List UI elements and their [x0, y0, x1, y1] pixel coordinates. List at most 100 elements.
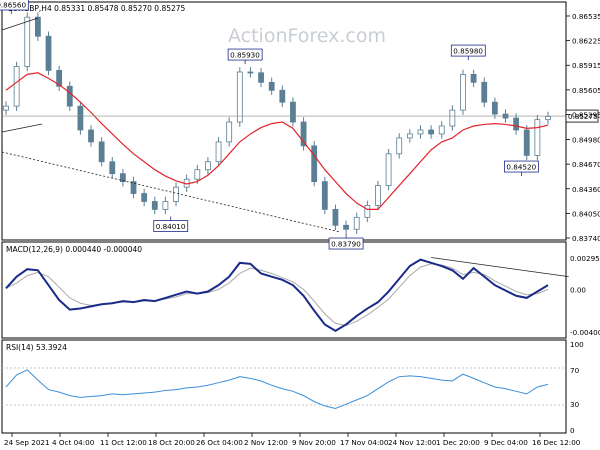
annotation-label: 0.85930	[230, 51, 260, 60]
candle-body	[523, 129, 530, 156]
candle-body	[247, 71, 254, 74]
price-tick-label: 0.85915	[572, 61, 600, 70]
rsi-tick-label: 30	[570, 400, 580, 409]
macd-trendline	[431, 257, 569, 278]
macd-panel	[1, 241, 567, 339]
candle-body	[321, 181, 328, 210]
annotation-label: 0.83790	[331, 240, 361, 249]
candle-body	[34, 16, 41, 37]
watermark: ActionForex.com	[228, 25, 386, 47]
candle-body	[56, 70, 63, 87]
macd-tick-label: 0.002955	[570, 254, 600, 263]
candle-body	[513, 117, 520, 131]
candle-body	[311, 145, 318, 183]
rsi-tick-label: 0	[570, 426, 575, 435]
x-tick-label: 18 Oct 20:00	[148, 438, 195, 447]
rsi-panel	[1, 339, 567, 434]
x-tick-label: 9 Dec 04:00	[484, 438, 528, 447]
lower-channel-line	[1, 123, 43, 133]
candle-body	[77, 105, 84, 131]
candle-body	[396, 137, 403, 155]
x-tick-label: 1 Dec 20:00	[436, 438, 480, 447]
annotation-label: 0.84520	[506, 163, 536, 172]
candle-body	[332, 209, 339, 226]
candle-body	[385, 153, 392, 186]
annotation-box	[227, 48, 263, 61]
price-tick-label: 0.83740	[572, 234, 600, 243]
candle-body	[449, 109, 456, 127]
rsi-label: RSI(14) 53.3924	[6, 343, 67, 352]
candles	[3, 12, 551, 235]
x-tick-label: 24 Sep 2021	[4, 438, 50, 447]
moving-average-line	[5, 72, 549, 211]
candle-body	[534, 119, 541, 156]
candle-body	[460, 73, 466, 111]
candle-body	[428, 129, 434, 135]
support-trendline	[1, 151, 341, 233]
x-tick-label: 16 Dec 12:00	[532, 438, 581, 447]
macd-line	[5, 258, 549, 333]
price-tick-label: 0.84050	[572, 209, 600, 218]
candle-body	[364, 205, 371, 218]
candle-body	[236, 71, 243, 123]
candle-body	[268, 81, 275, 91]
overlays: 0.85275 0.86560 0.85930 0.84010 0.83790 0.859…	[0, 0, 599, 410]
candle-body	[45, 35, 52, 71]
candle-body	[290, 101, 296, 123]
candle-body	[545, 116, 551, 121]
candle-body	[279, 89, 286, 103]
x-tick-label: 2 Nov 12:00	[244, 438, 288, 447]
axes: 0.86535 0.86225 0.85915 0.85605 0.85295 0.849…	[4, 12, 600, 447]
candle-body	[120, 173, 126, 183]
macd-tick-label: 0.00	[570, 285, 586, 294]
x-tick-label: 24 Nov 12:00	[388, 438, 437, 447]
candle-body	[13, 66, 20, 107]
candle-body	[491, 101, 498, 115]
candle-body	[406, 133, 413, 139]
candle-body	[375, 185, 381, 206]
candle-body	[141, 193, 148, 202]
macd-label: MACD(12,26,9) 0.000440 -0.000040	[6, 245, 142, 254]
rsi-line	[5, 369, 549, 410]
price-tick-label: 0.84980	[572, 136, 600, 145]
candle-body	[215, 141, 222, 163]
price-tick-label: 0.86535	[572, 12, 600, 21]
price-tick-label: 0.84670	[572, 160, 600, 169]
x-tick-label: 9 Nov 20:00	[292, 438, 336, 447]
macd-tick-label: -0.004009	[570, 328, 600, 337]
upper-channel-line	[1, 17, 39, 31]
candle-body	[66, 85, 73, 107]
candle-body	[353, 216, 360, 230]
candle-body	[481, 81, 488, 103]
candle-body	[88, 129, 94, 143]
annotation-box	[153, 220, 189, 232]
candle-body	[438, 125, 445, 135]
candle-body	[205, 161, 211, 171]
current-price-box	[565, 109, 599, 123]
candle-body	[470, 73, 477, 83]
annotation-label: 0.85980	[453, 47, 483, 56]
main-panel	[1, 1, 567, 241]
rsi-tick-label: 70	[570, 366, 580, 375]
candle-body	[173, 186, 179, 202]
annotation-label: 0.86560	[0, 1, 26, 10]
price-tick-label: 0.85605	[572, 86, 600, 95]
candle-body	[3, 105, 9, 111]
candle-body	[24, 16, 31, 67]
annotation-label: 0.84010	[156, 222, 186, 231]
price-tick-label: 0.84360	[572, 185, 600, 194]
candle-body	[300, 121, 307, 147]
annotation-box	[450, 44, 486, 57]
candle-body	[109, 161, 116, 175]
candle-body	[194, 169, 201, 180]
candle-body	[151, 201, 158, 210]
rsi-tick-label: 100	[570, 340, 584, 349]
price-tick-label: 0.85295	[572, 110, 600, 119]
annotation-box	[0, 0, 29, 11]
annotation-box	[328, 237, 364, 250]
candle-body	[226, 121, 233, 143]
candle-body	[162, 201, 169, 210]
x-tick-label: 26 Oct 04:00	[196, 438, 243, 447]
candle-body	[98, 141, 105, 163]
